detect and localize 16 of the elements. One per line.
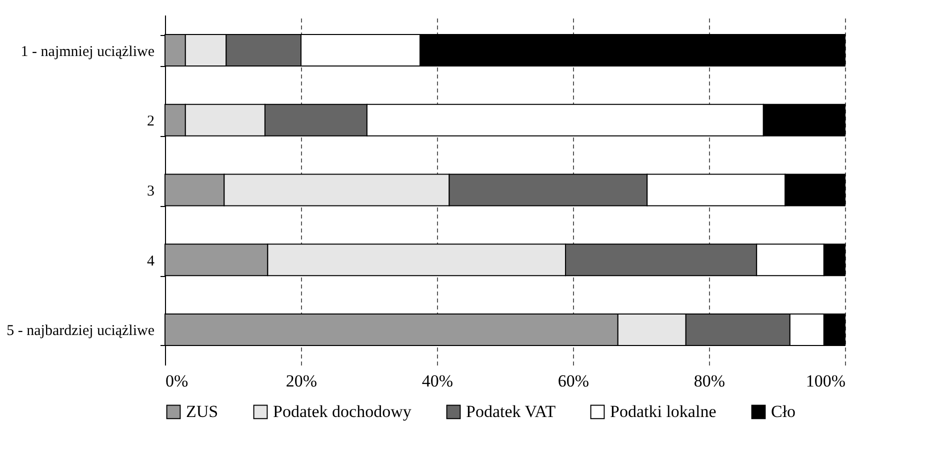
legend-label: Podatek VAT [466, 402, 556, 421]
y-tick-label: 2 [147, 114, 154, 130]
y-tick-label: 4 [147, 253, 155, 270]
legend-label: Cło [771, 402, 796, 421]
y-tick-label: 3 [147, 184, 154, 200]
legend-label: Podatek dochodowy [273, 402, 412, 421]
x-tick-label: 40% [422, 372, 454, 390]
x-tick-label: 0% [166, 372, 188, 390]
y-tick-label: 5 - najbardziej uciążliwe [6, 323, 155, 340]
y-tick-label: 1 - najmniej uciążliwe [20, 44, 155, 60]
x-tick-label: 20% [286, 372, 318, 390]
x-tick-label: 80% [694, 372, 726, 390]
legend-label: Podatki lokalne [610, 402, 716, 421]
x-tick-label: 100% [806, 372, 846, 390]
legend-label: ZUS [186, 402, 218, 421]
x-tick-label: 60% [558, 372, 590, 390]
